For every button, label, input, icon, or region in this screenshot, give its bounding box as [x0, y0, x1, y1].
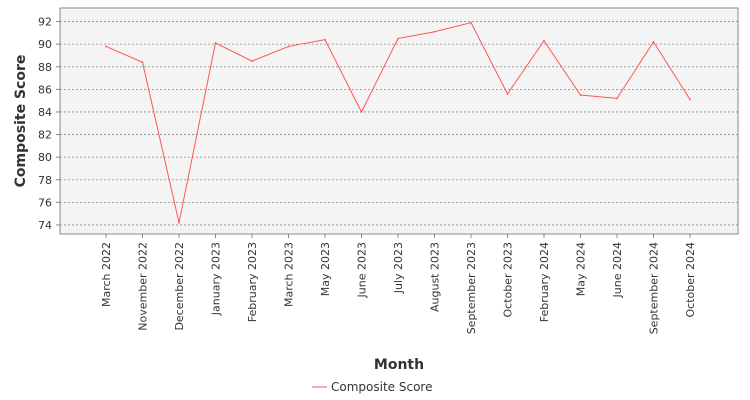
data-point [287, 45, 290, 48]
x-tick-label: May 2024 [575, 242, 588, 296]
data-point [360, 111, 363, 113]
x-tick-label: June 2024 [611, 242, 624, 298]
data-point [616, 97, 618, 100]
legend: Composite Score [312, 380, 432, 394]
grid-lines [60, 21, 738, 226]
data-point [251, 60, 253, 63]
x-axis-ticks: March 2022 November 2022 December 2022 Janu… [100, 234, 697, 334]
data-point [652, 41, 655, 43]
x-tick-label: November 2022 [137, 242, 150, 331]
plot-area [59, 7, 739, 235]
y-tick-label: 74 [38, 219, 52, 232]
data-point [324, 38, 326, 41]
data-point [543, 39, 545, 42]
x-tick-label: February 2023 [246, 242, 259, 322]
x-tick-label: September 2024 [648, 242, 661, 334]
y-axis-ticks: 74 76 78 80 82 84 86 88 90 92 [38, 16, 60, 232]
y-tick-label: 78 [38, 174, 52, 187]
series-layer [105, 21, 691, 224]
legend-label: Composite Score [331, 380, 432, 394]
data-point [470, 21, 472, 24]
x-tick-label: March 2022 [100, 242, 113, 307]
y-axis-title: Composite Score [13, 55, 29, 188]
y-tick-label: 86 [38, 83, 52, 96]
x-tick-label: October 2024 [684, 242, 697, 318]
x-tick-label: August 2023 [429, 242, 442, 312]
y-tick-label: 84 [38, 106, 52, 119]
y-tick-label: 76 [38, 196, 52, 209]
data-point [397, 37, 399, 40]
data-point [141, 61, 144, 64]
x-tick-label: December 2022 [173, 242, 186, 331]
y-tick-label: 82 [38, 129, 52, 142]
x-tick-label: June 2023 [356, 242, 369, 298]
x-tick-label: July 2023 [392, 242, 405, 294]
x-axis-title: Month [374, 357, 424, 373]
x-tick-label: October 2023 [502, 242, 515, 318]
y-tick-label: 80 [38, 151, 52, 164]
data-point [214, 42, 217, 44]
x-tick-label: September 2023 [465, 242, 478, 334]
y-tick-label: 88 [38, 61, 52, 74]
x-tick-label: January 2023 [210, 242, 223, 316]
data-point [105, 45, 107, 48]
data-point [506, 92, 509, 95]
data-point [433, 30, 436, 33]
y-tick-label: 90 [38, 38, 52, 51]
x-tick-label: May 2023 [319, 242, 332, 296]
y-tick-label: 92 [38, 16, 52, 29]
data-point [689, 98, 691, 101]
data-point [178, 221, 180, 224]
x-tick-label: March 2023 [283, 242, 296, 307]
x-tick-label: February 2024 [538, 242, 551, 322]
data-point [579, 94, 582, 96]
